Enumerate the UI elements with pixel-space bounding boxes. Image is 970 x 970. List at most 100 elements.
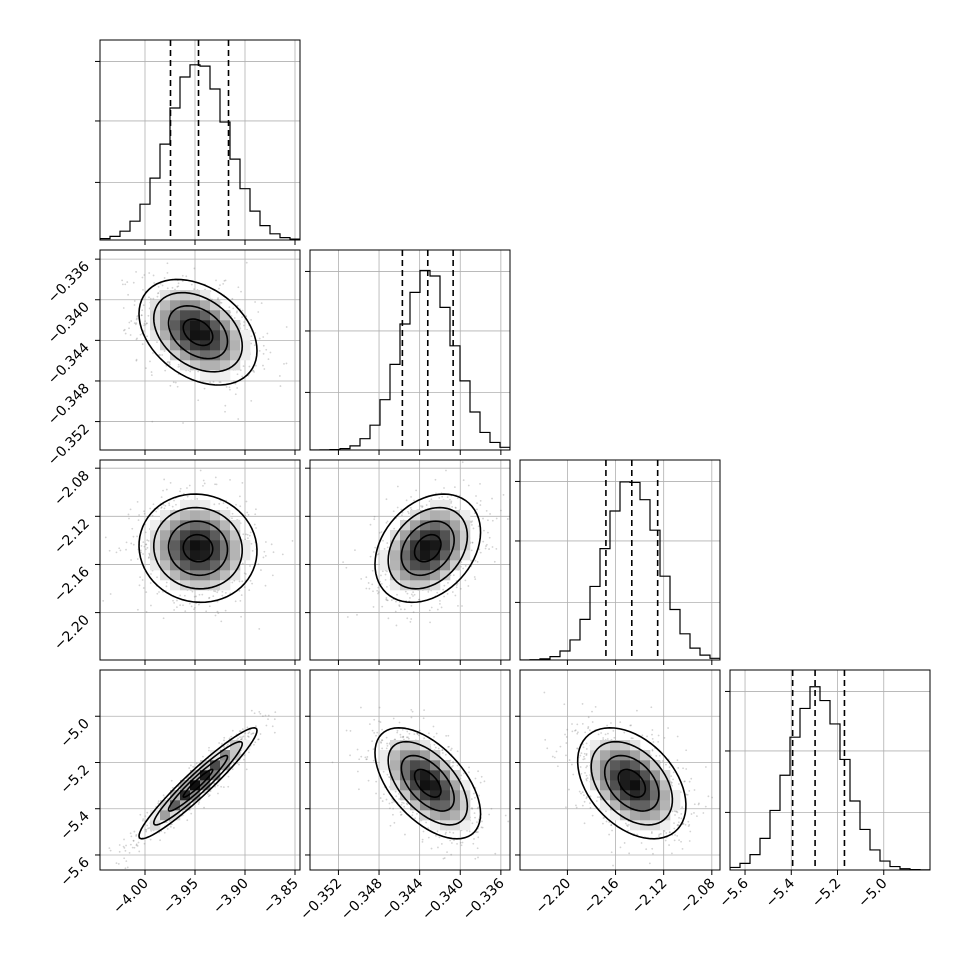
density-cell xyxy=(420,770,431,781)
scatter-point xyxy=(222,786,225,789)
scatter-point xyxy=(240,615,242,618)
scatter-point xyxy=(479,499,482,502)
scatter-point xyxy=(487,519,489,522)
scatter-point xyxy=(234,600,237,603)
scatter-point xyxy=(581,791,584,794)
scatter-point xyxy=(237,286,240,289)
scatter-point xyxy=(115,551,118,554)
scatter-point xyxy=(142,541,145,544)
scatter-point xyxy=(685,793,688,796)
density-cell xyxy=(400,790,411,801)
scatter-point xyxy=(428,732,430,735)
scatter-point xyxy=(115,862,118,865)
scatter-point xyxy=(157,292,159,295)
scatter-point xyxy=(156,576,158,579)
scatter-point xyxy=(227,743,229,746)
scatter-point xyxy=(585,754,588,757)
scatter-point xyxy=(444,833,447,835)
scatter-point xyxy=(381,739,384,742)
density-cell xyxy=(400,740,411,751)
scatter-point xyxy=(145,828,148,831)
scatter-point xyxy=(250,342,253,345)
scatter-point xyxy=(610,824,613,827)
contour-level-1 xyxy=(182,318,214,347)
scatter-point xyxy=(146,322,148,325)
scatter-point xyxy=(586,765,588,767)
scatter-point xyxy=(406,803,409,806)
scatter-point xyxy=(264,714,267,717)
panel-2-1 xyxy=(309,459,511,661)
scatter-point xyxy=(405,736,408,739)
density-cell xyxy=(170,350,181,361)
scatter-point xyxy=(401,801,404,804)
scatter-point xyxy=(167,360,170,363)
scatter-point xyxy=(228,737,231,740)
scatter-point xyxy=(488,813,491,816)
scatter-point xyxy=(636,833,638,836)
scatter-point xyxy=(243,324,245,327)
scatter-point xyxy=(346,616,349,618)
scatter-point xyxy=(176,599,178,602)
scatter-point xyxy=(367,582,370,584)
scatter-point xyxy=(385,798,388,801)
scatter-point xyxy=(579,766,582,768)
scatter-point xyxy=(380,531,383,533)
scatter-point xyxy=(456,842,458,845)
density-cell xyxy=(450,790,461,801)
scatter-point xyxy=(413,499,415,502)
scatter-point xyxy=(248,751,250,754)
scatter-point xyxy=(577,731,579,734)
scatter-point xyxy=(193,595,196,598)
scatter-point xyxy=(468,766,470,769)
density-cell xyxy=(630,810,641,821)
scatter-point xyxy=(401,514,403,517)
scatter-point xyxy=(651,729,654,731)
density-cell xyxy=(190,770,201,781)
scatter-point xyxy=(677,824,679,826)
scatter-point xyxy=(254,331,257,334)
density-cell xyxy=(600,740,611,751)
scatter-point xyxy=(161,354,164,356)
density-cell xyxy=(200,360,211,371)
scatter-point xyxy=(163,478,166,481)
contour-level-1 xyxy=(617,768,647,798)
density-cell xyxy=(180,350,191,361)
scatter-point xyxy=(482,540,485,543)
density-cell xyxy=(410,780,421,791)
scatter-point xyxy=(212,380,215,383)
scatter-point xyxy=(144,815,147,817)
density-cell xyxy=(440,800,451,811)
marginal-3 xyxy=(725,669,931,871)
scatter-point xyxy=(685,768,688,770)
scatter-point xyxy=(489,513,491,515)
density-cell xyxy=(210,320,221,331)
scatter-point xyxy=(612,864,614,867)
scatter-point xyxy=(345,729,348,732)
scatter-point xyxy=(171,786,174,789)
scatter-point xyxy=(242,735,245,738)
scatter-point xyxy=(658,754,661,757)
scatter-point xyxy=(376,553,379,556)
scatter-point xyxy=(166,272,169,274)
scatter-point xyxy=(441,749,444,751)
density-cell xyxy=(160,510,171,521)
scatter-point xyxy=(423,737,426,740)
scatter-point xyxy=(386,570,388,573)
scatter-point xyxy=(636,709,638,712)
scatter-point xyxy=(258,337,261,340)
scatter-point xyxy=(131,527,134,530)
scatter-point xyxy=(262,336,265,338)
density-cell xyxy=(170,550,181,561)
density-cell xyxy=(390,550,401,561)
scatter-point xyxy=(381,728,384,731)
scatter-point xyxy=(109,849,112,852)
scatter-point xyxy=(150,573,152,575)
scatter-point xyxy=(373,718,376,721)
scatter-point xyxy=(455,584,458,586)
scatter-point xyxy=(418,598,421,601)
scatter-point xyxy=(417,734,420,737)
scatter-point xyxy=(243,321,245,323)
scatter-point xyxy=(576,747,579,750)
scatter-point xyxy=(400,508,403,511)
density-cell xyxy=(160,310,171,321)
